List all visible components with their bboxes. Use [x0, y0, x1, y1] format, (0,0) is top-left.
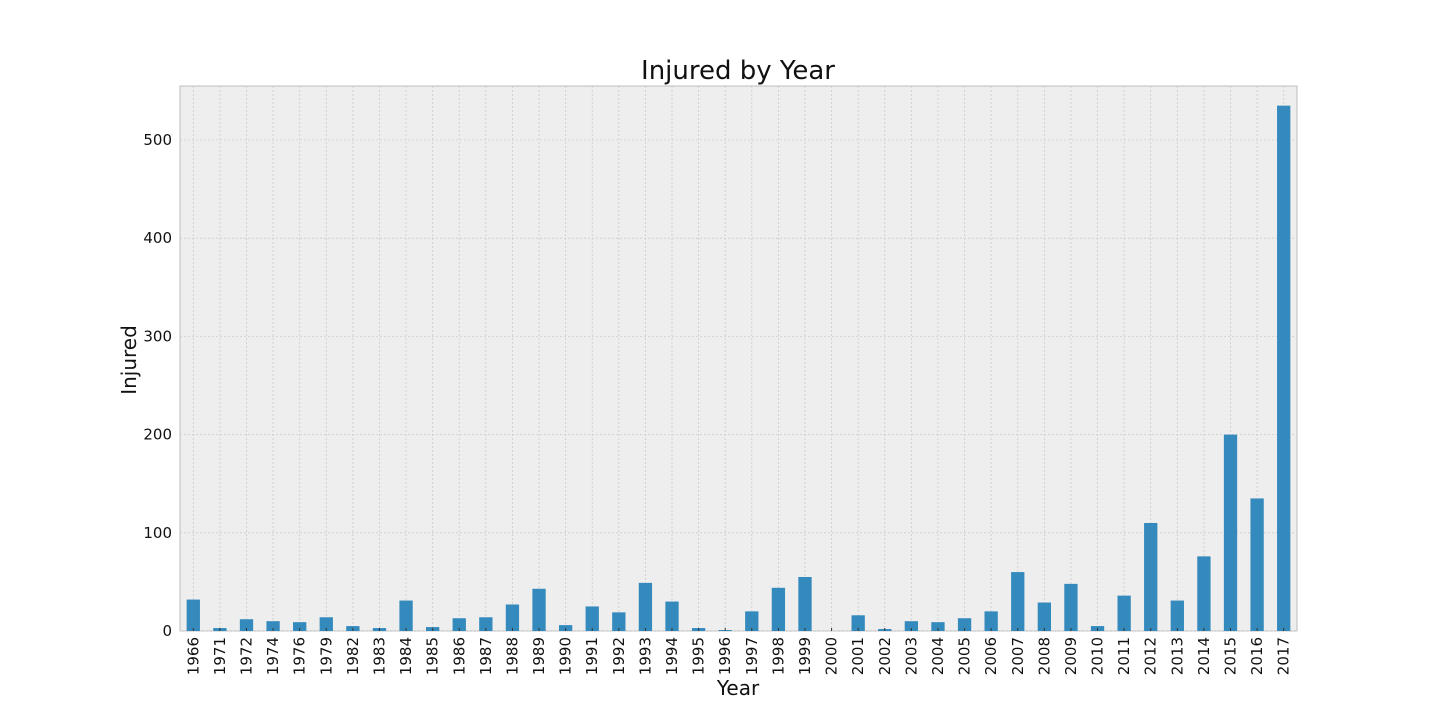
bar — [266, 621, 280, 631]
bar — [399, 600, 413, 631]
x-axis-label: Year — [716, 676, 760, 700]
x-tick-label: 1982 — [344, 637, 362, 675]
x-tick-label: 2015 — [1222, 637, 1240, 675]
bar — [984, 611, 998, 631]
bar — [931, 622, 945, 631]
bar — [532, 588, 546, 631]
x-tick-label: 2010 — [1089, 637, 1107, 675]
x-tick-label: 2009 — [1062, 637, 1080, 675]
x-tick-label: 2011 — [1115, 637, 1133, 675]
x-tick-label: 2012 — [1142, 637, 1160, 675]
plot-area — [179, 85, 1298, 632]
x-tick-label: 1988 — [503, 637, 521, 675]
x-tick-label: 1966 — [184, 637, 202, 675]
x-tick-label: 1976 — [291, 637, 309, 675]
x-tick-label: 1979 — [317, 637, 335, 675]
bar — [293, 622, 307, 631]
bar — [957, 618, 972, 631]
bar — [851, 615, 865, 631]
x-tick-label: 2006 — [982, 637, 1000, 675]
x-tick-label: 1996 — [716, 637, 734, 675]
bar — [745, 611, 759, 631]
bar — [1064, 583, 1078, 631]
x-tick-label: 1992 — [610, 637, 628, 675]
bar — [665, 601, 679, 631]
x-tick-label: 1991 — [583, 637, 601, 675]
x-tick-label: 2004 — [929, 637, 947, 675]
x-tick-label: 1985 — [424, 637, 442, 675]
chart-title: Injured by Year — [641, 56, 835, 86]
x-tick-label: 1974 — [264, 637, 282, 675]
bar — [1277, 105, 1291, 631]
bars — [186, 105, 1291, 631]
y-tick-labels: 0 100 200 300 400 500 — [143, 131, 172, 640]
bar — [1117, 595, 1131, 631]
x-tick-label: 1987 — [477, 637, 495, 675]
x-tick-label: 1986 — [450, 637, 468, 675]
bar — [239, 619, 254, 631]
y-tick-label: 100 — [143, 524, 172, 542]
x-tick-label: 1997 — [743, 637, 761, 675]
bar — [1144, 522, 1158, 631]
bar — [904, 621, 919, 631]
x-tick-label: 1993 — [636, 637, 654, 675]
x-tick-label: 1998 — [769, 637, 787, 675]
y-tick-label: 300 — [143, 327, 172, 345]
x-tick-label: 2003 — [902, 637, 920, 675]
bar — [1223, 434, 1238, 631]
y-tick-label: 500 — [143, 131, 172, 149]
bar — [319, 617, 333, 631]
bar — [585, 606, 599, 631]
y-tick-label: 400 — [143, 229, 172, 247]
y-tick-label: 200 — [143, 426, 172, 444]
bar — [1197, 556, 1211, 631]
x-tick-label: 2002 — [876, 637, 894, 675]
x-tick-label: 2013 — [1168, 637, 1186, 675]
x-tick-label: 2017 — [1275, 637, 1293, 675]
bar — [1170, 600, 1184, 631]
x-tick-label: 1999 — [796, 637, 814, 675]
x-tick-labels: 1966 1971 1972 1974 1976 1979 1982 1983 1984 1985… — [184, 637, 1292, 675]
x-tick-label: 1989 — [530, 637, 548, 675]
bar — [452, 618, 466, 631]
x-tick-label: 1984 — [397, 637, 415, 675]
x-tick-label: 1972 — [237, 637, 255, 675]
bar — [186, 599, 200, 631]
x-tick-label: 2001 — [849, 637, 867, 675]
bar — [1011, 572, 1025, 631]
bar — [505, 604, 520, 631]
x-tick-label: 2005 — [956, 637, 974, 675]
bar — [1250, 498, 1264, 631]
y-tick-label: 0 — [162, 622, 172, 640]
x-tick-label: 2007 — [1009, 637, 1027, 675]
bar — [612, 612, 626, 631]
bar — [638, 582, 653, 631]
x-tick-label: 2014 — [1195, 637, 1213, 675]
y-axis-label: Injured — [117, 325, 141, 395]
x-tick-label: 1971 — [211, 637, 229, 675]
x-tick-label: 2000 — [823, 637, 841, 675]
x-tick-label: 2008 — [1035, 637, 1053, 675]
bar — [798, 576, 812, 631]
x-tick-label: 1983 — [370, 637, 388, 675]
bar — [1037, 602, 1051, 631]
bar — [771, 587, 786, 631]
x-tick-label: 1990 — [557, 637, 575, 675]
x-tick-label: 1995 — [690, 637, 708, 675]
x-tick-label: 2016 — [1248, 637, 1266, 675]
bar — [479, 617, 493, 631]
x-tick-label: 1994 — [663, 637, 681, 675]
